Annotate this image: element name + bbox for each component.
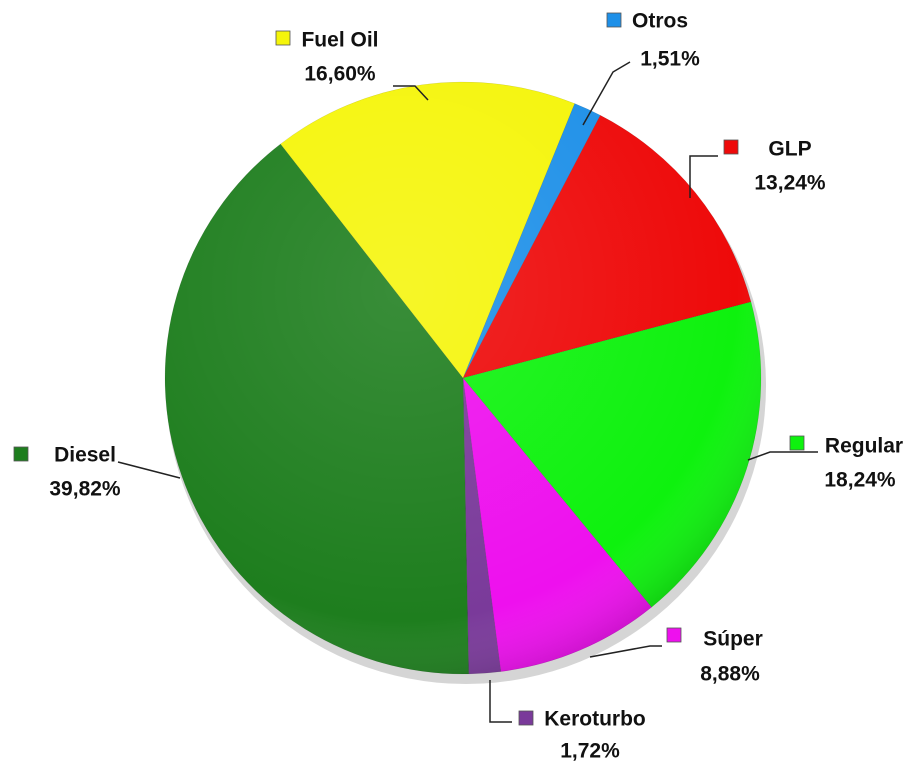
- legend-swatch: [789, 435, 805, 451]
- pie: [164, 81, 762, 675]
- value-label: 1,51%: [640, 48, 700, 71]
- leader-line: [747, 451, 818, 461]
- leader-line: [393, 85, 429, 101]
- category-label: Súper: [703, 628, 763, 651]
- leader-line: [589, 645, 662, 658]
- value-label: 39,82%: [49, 478, 121, 501]
- legend-swatch: [723, 139, 739, 155]
- value-label: 13,24%: [754, 172, 826, 195]
- leader-line: [117, 461, 181, 479]
- leader-line: [689, 155, 718, 198]
- legend-swatch: [606, 12, 622, 28]
- leader-line: [582, 61, 631, 126]
- value-label: 8,88%: [700, 663, 760, 686]
- category-label: Otros: [632, 10, 688, 33]
- category-label: Regular: [825, 435, 903, 458]
- labels: Otros 1,51% GLP 13,24% Regular 18,24% Súper 8,8…: [13, 10, 903, 763]
- legend-swatch: [13, 446, 29, 462]
- category-label: GLP: [768, 138, 811, 161]
- category-label: Keroturbo: [544, 708, 646, 731]
- value-label: 16,60%: [304, 63, 376, 86]
- legend-swatch: [666, 627, 682, 643]
- leader-line: [489, 680, 512, 723]
- legend-swatch: [275, 30, 291, 46]
- category-label: Diesel: [54, 444, 116, 467]
- category-label: Fuel Oil: [301, 29, 378, 52]
- value-label: 1,72%: [560, 740, 620, 763]
- value-label: 18,24%: [824, 469, 896, 492]
- legend-swatch: [518, 710, 534, 726]
